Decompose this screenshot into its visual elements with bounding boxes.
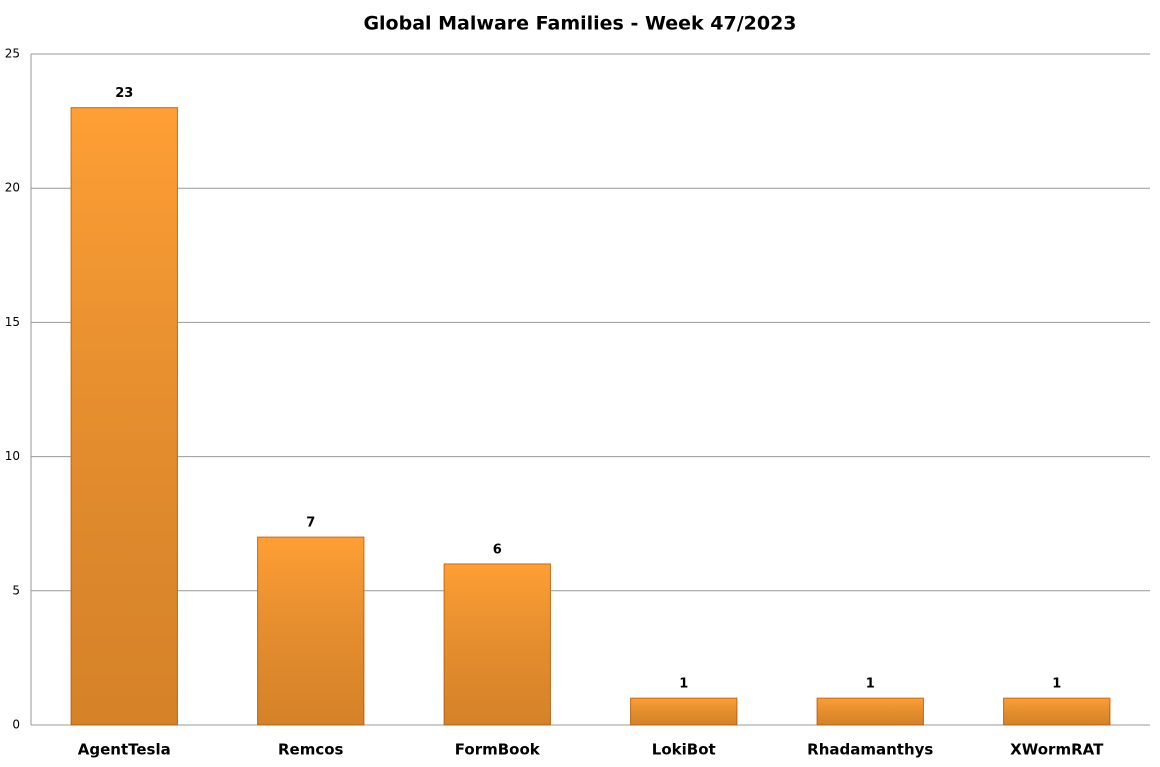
x-tick-label: FormBook [455, 741, 541, 759]
value-label: 1 [1052, 677, 1061, 692]
value-label: 23 [115, 86, 133, 101]
x-tick-label: Rhadamanthys [807, 741, 933, 759]
y-tick-label: 25 [5, 47, 20, 61]
value-label: 6 [493, 542, 502, 557]
y-tick-label: 0 [12, 718, 20, 732]
y-tick-label: 20 [5, 181, 20, 195]
y-tick-label: 10 [5, 449, 20, 463]
y-tick-label: 15 [5, 315, 20, 329]
bar-shade [257, 537, 364, 725]
value-label: 7 [306, 516, 315, 531]
bar-shade [817, 698, 924, 725]
chart-title: Global Malware Families - Week 47/2023 [363, 13, 796, 35]
x-tick-label: XWormRAT [1010, 741, 1104, 759]
value-label: 1 [679, 677, 688, 692]
x-tick-label: LokiBot [652, 741, 716, 759]
x-tick-label: Remcos [278, 741, 344, 759]
x-tick-label: AgentTesla [78, 741, 171, 759]
bar-shade [444, 563, 551, 725]
value-label: 1 [866, 677, 875, 692]
bar-shade [71, 107, 178, 726]
bar-shade [630, 698, 737, 725]
y-tick-label: 5 [12, 583, 20, 597]
bar-shade [1003, 698, 1110, 725]
